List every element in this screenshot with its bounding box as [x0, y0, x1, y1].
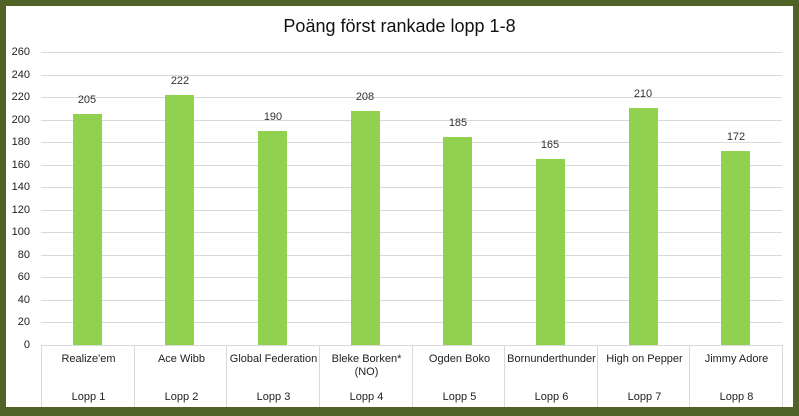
gridline	[41, 142, 782, 143]
category-name-line2: (NO)	[354, 366, 379, 378]
y-tick-label: 60	[17, 271, 30, 283]
category-name: Ogden Boko	[428, 353, 491, 365]
category-label: Realize'em	[42, 353, 135, 366]
gridline	[41, 52, 782, 53]
group-label: Lopp 1	[71, 391, 106, 403]
category-cell: Global Federation Lopp 3	[226, 345, 320, 407]
category-cell: Bornunderthunder Lopp 6	[504, 345, 598, 407]
category-label: Global Federation	[227, 353, 320, 366]
bar	[165, 95, 194, 345]
category-end-divider	[782, 345, 783, 407]
gridline	[41, 75, 782, 76]
bar	[351, 111, 380, 345]
category-cell: Bleke Borken* (NO) Lopp 4	[319, 345, 413, 407]
category-cell: Realize'em Lopp 1	[41, 345, 135, 407]
category-name: Ace Wibb	[157, 353, 206, 365]
gridline	[41, 97, 782, 98]
x-axis-line	[41, 345, 782, 346]
category-name: High on Pepper	[606, 353, 683, 365]
category-cell: Ogden Boko Lopp 5	[412, 345, 506, 407]
bar	[629, 108, 658, 345]
category-name: Bornunderthunder	[507, 353, 596, 365]
gridline	[41, 300, 782, 301]
group-label: Lopp 3	[256, 391, 291, 403]
y-tick-label: 20	[17, 316, 30, 328]
data-label: 210	[633, 88, 653, 100]
category-label: Ogden Boko	[413, 353, 506, 366]
category-label: Bornunderthunder	[505, 353, 598, 366]
y-tick-label: 100	[11, 226, 30, 238]
data-label: 208	[355, 91, 375, 103]
data-label: 205	[77, 94, 97, 106]
category-label: Jimmy Adore	[690, 353, 783, 366]
category-name: Realize'em	[61, 353, 116, 365]
y-tick-label: 140	[11, 181, 30, 193]
group-label: Lopp 2	[164, 391, 199, 403]
y-tick-label: 80	[17, 249, 30, 261]
gridline	[41, 187, 782, 188]
group-label: Lopp 5	[442, 391, 477, 403]
category-label: Bleke Borken* (NO)	[320, 353, 413, 379]
data-label: 222	[170, 75, 190, 87]
data-label: 172	[726, 131, 746, 143]
category-name: Jimmy Adore	[704, 353, 769, 365]
category-label: High on Pepper	[598, 353, 691, 366]
chart-frame	[6, 6, 793, 407]
category-name: Global Federation	[229, 353, 318, 365]
gridline	[41, 210, 782, 211]
gridline	[41, 277, 782, 278]
group-label: Lopp 7	[627, 391, 662, 403]
group-label: Lopp 8	[719, 391, 754, 403]
category-label: Ace Wibb	[135, 353, 228, 366]
data-label: 185	[448, 117, 468, 129]
category-cell: Jimmy Adore Lopp 8	[689, 345, 783, 407]
bar	[536, 159, 565, 345]
y-tick-label: 240	[11, 69, 30, 81]
gridline	[41, 255, 782, 256]
category-name: Bleke Borken*	[331, 353, 402, 365]
y-tick-label: 220	[11, 91, 30, 103]
y-tick-label: 200	[11, 114, 30, 126]
gridline	[41, 120, 782, 121]
y-tick-label: 40	[17, 294, 30, 306]
chart-title: Poäng först rankade lopp 1-8	[283, 16, 516, 36]
gridline	[41, 322, 782, 323]
y-tick-label: 180	[11, 136, 30, 148]
bar	[443, 137, 472, 345]
y-tick-label: 120	[11, 204, 30, 216]
data-label: 190	[263, 111, 283, 123]
bar	[721, 151, 750, 345]
category-cell: High on Pepper Lopp 7	[597, 345, 691, 407]
y-tick-label: 160	[11, 159, 30, 171]
y-tick-label: 260	[11, 46, 30, 58]
bar	[73, 114, 102, 345]
group-label: Lopp 6	[534, 391, 569, 403]
gridline	[41, 165, 782, 166]
group-label: Lopp 4	[349, 391, 384, 403]
gridline	[41, 232, 782, 233]
y-tick-label: 0	[23, 339, 30, 351]
data-label: 165	[540, 139, 560, 151]
category-cell: Ace Wibb Lopp 2	[134, 345, 228, 407]
bar	[258, 131, 287, 345]
